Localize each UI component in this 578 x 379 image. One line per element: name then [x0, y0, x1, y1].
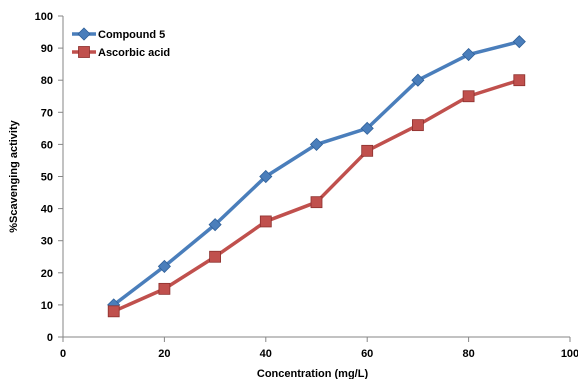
x-tick-label: 100	[561, 348, 578, 360]
legend: Compound 5 Ascorbic acid	[72, 28, 170, 59]
data-point-ascorbic-acid	[260, 216, 271, 227]
y-tick-label: 70	[41, 107, 53, 119]
y-tick-label: 80	[41, 75, 53, 87]
data-point-compound-5	[513, 36, 525, 48]
x-tick-label: 80	[462, 348, 474, 360]
legend-marker-compound-5	[78, 28, 90, 40]
y-tick-label: 60	[41, 139, 53, 151]
y-tick-label: 20	[41, 268, 53, 280]
data-point-ascorbic-acid	[362, 145, 373, 156]
y-tick-label: 0	[47, 332, 53, 344]
data-point-ascorbic-acid	[514, 75, 525, 86]
series-ascorbic-acid	[108, 75, 525, 317]
data-point-ascorbic-acid	[159, 283, 170, 294]
legend-label-compound-5: Compound 5	[98, 29, 165, 41]
y-tick-label: 30	[41, 236, 53, 248]
data-point-compound-5	[463, 49, 475, 61]
data-point-ascorbic-acid	[108, 306, 119, 317]
legend-marker-ascorbic-acid	[79, 47, 90, 58]
y-tick-label: 90	[41, 43, 53, 55]
y-tick-label: 10	[41, 300, 53, 312]
y-tick-label: 40	[41, 204, 53, 216]
x-axis-title: Concentration (mg/L)	[257, 368, 369, 379]
x-tick-label: 20	[158, 348, 170, 360]
series-line-ascorbic-acid	[114, 80, 520, 311]
x-tick-label: 40	[260, 348, 272, 360]
y-tick-label: 50	[41, 172, 53, 184]
series-layer	[108, 36, 526, 317]
legend-item-ascorbic-acid: Ascorbic acid	[72, 47, 170, 60]
data-point-ascorbic-acid	[210, 251, 221, 262]
data-point-ascorbic-acid	[463, 91, 474, 102]
data-point-ascorbic-acid	[412, 120, 423, 131]
series-line-compound-5	[114, 42, 520, 305]
x-tick-label: 0	[60, 348, 66, 360]
series-compound-5	[108, 36, 526, 311]
y-tick-label: 100	[35, 11, 53, 23]
y-axis-title: %Scavenging activity	[8, 119, 20, 232]
legend-item-compound-5: Compound 5	[72, 28, 165, 41]
legend-label-ascorbic-acid: Ascorbic acid	[98, 47, 170, 59]
data-point-ascorbic-acid	[311, 197, 322, 208]
x-tick-label: 60	[361, 348, 373, 360]
